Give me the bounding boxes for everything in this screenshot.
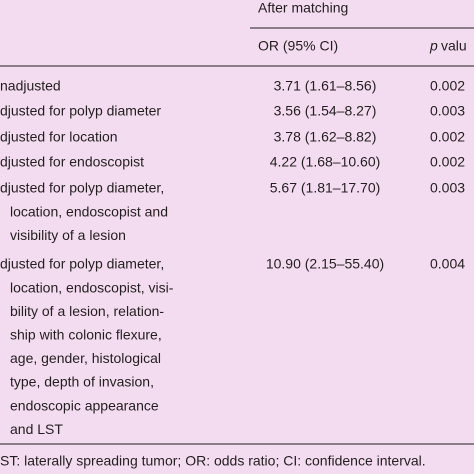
p-cell: 0.003 [430,180,465,196]
row-label: djusted for polyp diameter [0,103,161,119]
row-label: location, endoscopist and [10,203,168,219]
row-label: type, depth of invasion, [10,374,154,390]
row-label: ship with colonic flexure, [10,327,162,343]
or-cell: 3.56 (1.54–8.27) [274,103,377,119]
p-cell: 0.003 [430,103,465,119]
p-cell: 0.002 [430,78,465,94]
row-label: djusted for polyp diameter, [0,256,164,272]
or-cell: 4.22 (1.68–10.60) [270,154,381,170]
p-cell: 0.002 [430,129,465,145]
row-label: location, endoscopist, visi- [10,279,174,295]
row-label: and LST [10,421,63,437]
p-cell: 0.004 [430,256,465,272]
footnote: ST: laterally spreading tumor; OR: odds … [0,453,426,469]
row-label: visibility of a lesion [10,227,126,243]
column-header-symbol: p [429,38,438,54]
or-cell: 5.67 (1.81–17.70) [270,180,381,196]
row-label: djusted for polyp diameter, [0,180,164,196]
row-label: djusted for endoscopist [0,154,144,170]
or-cell: 3.71 (1.61–8.56) [274,78,377,94]
column-header: OR (95% CI) [258,38,338,54]
or-cell: 10.90 (2.15–55.40) [266,256,384,272]
group-header: After matching [258,0,348,16]
column-header: valu [441,38,467,54]
row-label: bility of a lesion, relation- [10,303,164,319]
row-label: nadjusted [0,78,61,94]
row-label: djusted for location [0,129,118,145]
p-cell: 0.002 [430,154,465,170]
row-label: endoscopic appearance [10,397,159,413]
or-cell: 3.78 (1.62–8.82) [274,129,377,145]
row-label: age, gender, histological [10,350,161,366]
